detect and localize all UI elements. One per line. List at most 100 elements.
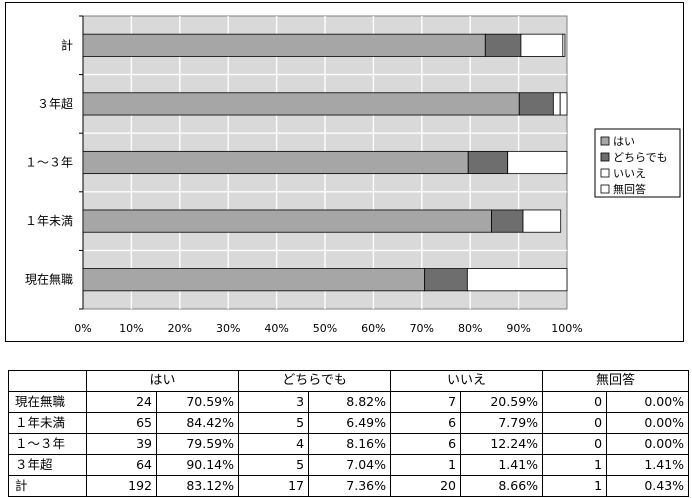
row-label: ３年超 bbox=[8, 454, 87, 476]
count-cell: 1 bbox=[390, 454, 462, 476]
percent-cell: 0.00% bbox=[606, 433, 690, 455]
bar-segment bbox=[466, 268, 568, 292]
table-row: １年未満 65 84.42% 5 6.49% 6 7.79% 0 0.00% bbox=[8, 412, 690, 434]
legend-entry: いいえ bbox=[613, 167, 646, 180]
chart-frame: 計 ３年超 １～３年 １年未満現在無職 0% 10% 20% 30% 40% 50% 60% 70% 8… bbox=[5, 2, 684, 342]
bar-segment bbox=[522, 209, 562, 233]
table-row: 現在無職 24 70.59% 3 8.82% 7 20.59% 0 0.00% bbox=[8, 391, 690, 413]
bar-segment bbox=[467, 150, 509, 175]
x-tick-label: 20% bbox=[168, 322, 192, 335]
x-tick-label: 100% bbox=[551, 322, 582, 335]
table-row: 計 192 83.12% 17 7.36% 20 8.66% 1 0.43% bbox=[8, 475, 690, 497]
count-cell: 24 bbox=[86, 391, 157, 413]
x-tick-label: 50% bbox=[313, 322, 337, 335]
percent-cell: 90.14% bbox=[155, 454, 240, 476]
count-cell: 6 bbox=[390, 433, 462, 455]
header-iie: いいえ bbox=[390, 370, 544, 392]
legend-swatch bbox=[600, 152, 610, 162]
percent-cell: 0.43% bbox=[606, 475, 690, 497]
x-tick-label: 40% bbox=[264, 322, 288, 335]
row-label: 計 bbox=[8, 475, 87, 497]
legend-entry: どちらでも bbox=[613, 151, 668, 164]
count-cell: 5 bbox=[238, 412, 310, 434]
table-header-row: はい どちらでも いいえ 無回答 bbox=[8, 370, 690, 392]
legend-swatch bbox=[600, 136, 610, 146]
legend-swatch bbox=[600, 168, 610, 178]
bar-segment bbox=[491, 209, 524, 233]
percent-cell: 1.41% bbox=[606, 454, 690, 476]
header-hai: はい bbox=[85, 370, 240, 392]
percent-cell: 6.49% bbox=[308, 412, 392, 434]
bar-segment bbox=[82, 150, 469, 175]
percent-cell: 8.16% bbox=[308, 433, 392, 455]
row-label: １～３年 bbox=[8, 433, 87, 455]
x-tick-label: 90% bbox=[506, 322, 530, 335]
count-cell: 4 bbox=[238, 433, 310, 455]
bar-segment bbox=[82, 268, 426, 292]
category-label: １年未満 bbox=[25, 214, 73, 228]
x-tick-label: 80% bbox=[458, 322, 482, 335]
count-cell: 5 bbox=[238, 454, 310, 476]
bar-segment bbox=[518, 92, 554, 116]
table-row: ３年超 64 90.14% 5 7.04% 1 1.41% 1 1.41% bbox=[8, 454, 690, 476]
count-cell: 0 bbox=[542, 412, 608, 434]
x-tick-label: 60% bbox=[361, 322, 385, 335]
bar-segment bbox=[552, 92, 561, 116]
count-cell: 7 bbox=[390, 391, 462, 413]
percent-cell: 7.04% bbox=[308, 454, 392, 476]
bar-segment bbox=[424, 268, 468, 292]
x-tick-label: 0% bbox=[74, 322, 91, 335]
percent-cell: 0.00% bbox=[606, 412, 690, 434]
legend-entry: 無回答 bbox=[613, 182, 646, 196]
bar-segment bbox=[82, 209, 492, 233]
count-cell: 3 bbox=[238, 391, 310, 413]
legend-entry: はい bbox=[613, 135, 635, 148]
bar-segment bbox=[484, 33, 522, 57]
row-label: 現在無職 bbox=[8, 391, 87, 413]
category-label: ３年超 bbox=[37, 96, 73, 111]
count-cell: 17 bbox=[238, 475, 310, 497]
percent-cell: 79.59% bbox=[155, 433, 240, 455]
bar-segment bbox=[82, 33, 486, 57]
category-label: １～３年 bbox=[25, 156, 73, 170]
percent-cell: 70.59% bbox=[155, 391, 240, 413]
data-table: はい どちらでも いいえ 無回答 現在無職 24 70.59% 3 8.82% 7 20.5… bbox=[8, 370, 690, 497]
category-label: 計 bbox=[61, 37, 73, 52]
x-tick-label: 70% bbox=[410, 322, 434, 335]
bar-segment bbox=[507, 150, 568, 175]
header-dochirademo: どちらでも bbox=[238, 370, 392, 392]
percent-cell: 7.79% bbox=[460, 412, 544, 434]
bar-segment bbox=[562, 33, 566, 57]
count-cell: 1 bbox=[542, 454, 608, 476]
row-label: １年未満 bbox=[8, 412, 87, 434]
x-tick-label: 10% bbox=[119, 322, 143, 335]
count-cell: 0 bbox=[542, 391, 608, 413]
header-corner bbox=[8, 370, 87, 392]
category-label: 現在無職 bbox=[25, 272, 73, 287]
legend-swatch bbox=[600, 184, 610, 194]
bar-segment bbox=[520, 33, 564, 57]
x-tick-label: 30% bbox=[216, 322, 240, 335]
bar-segment bbox=[82, 92, 520, 116]
count-cell: 65 bbox=[86, 412, 157, 434]
count-cell: 1 bbox=[542, 475, 608, 497]
table-row: １～３年 39 79.59% 4 8.16% 6 12.24% 0 0.00% bbox=[8, 433, 690, 455]
count-cell: 6 bbox=[390, 412, 462, 434]
percent-cell: 8.66% bbox=[460, 475, 544, 497]
header-mukaitou: 無回答 bbox=[542, 370, 690, 392]
percent-cell: 83.12% bbox=[155, 475, 240, 497]
percent-cell: 0.00% bbox=[606, 391, 690, 413]
percent-cell: 12.24% bbox=[460, 433, 544, 455]
percent-cell: 84.42% bbox=[155, 412, 240, 434]
count-cell: 192 bbox=[86, 475, 157, 497]
count-cell: 0 bbox=[542, 433, 608, 455]
count-cell: 20 bbox=[390, 475, 462, 497]
percent-cell: 7.36% bbox=[308, 475, 392, 497]
bar-segment bbox=[559, 92, 568, 116]
percent-cell: 20.59% bbox=[460, 391, 544, 413]
percent-cell: 8.82% bbox=[308, 391, 392, 413]
count-cell: 64 bbox=[86, 454, 157, 476]
percent-cell: 1.41% bbox=[460, 454, 544, 476]
count-cell: 39 bbox=[86, 433, 157, 455]
